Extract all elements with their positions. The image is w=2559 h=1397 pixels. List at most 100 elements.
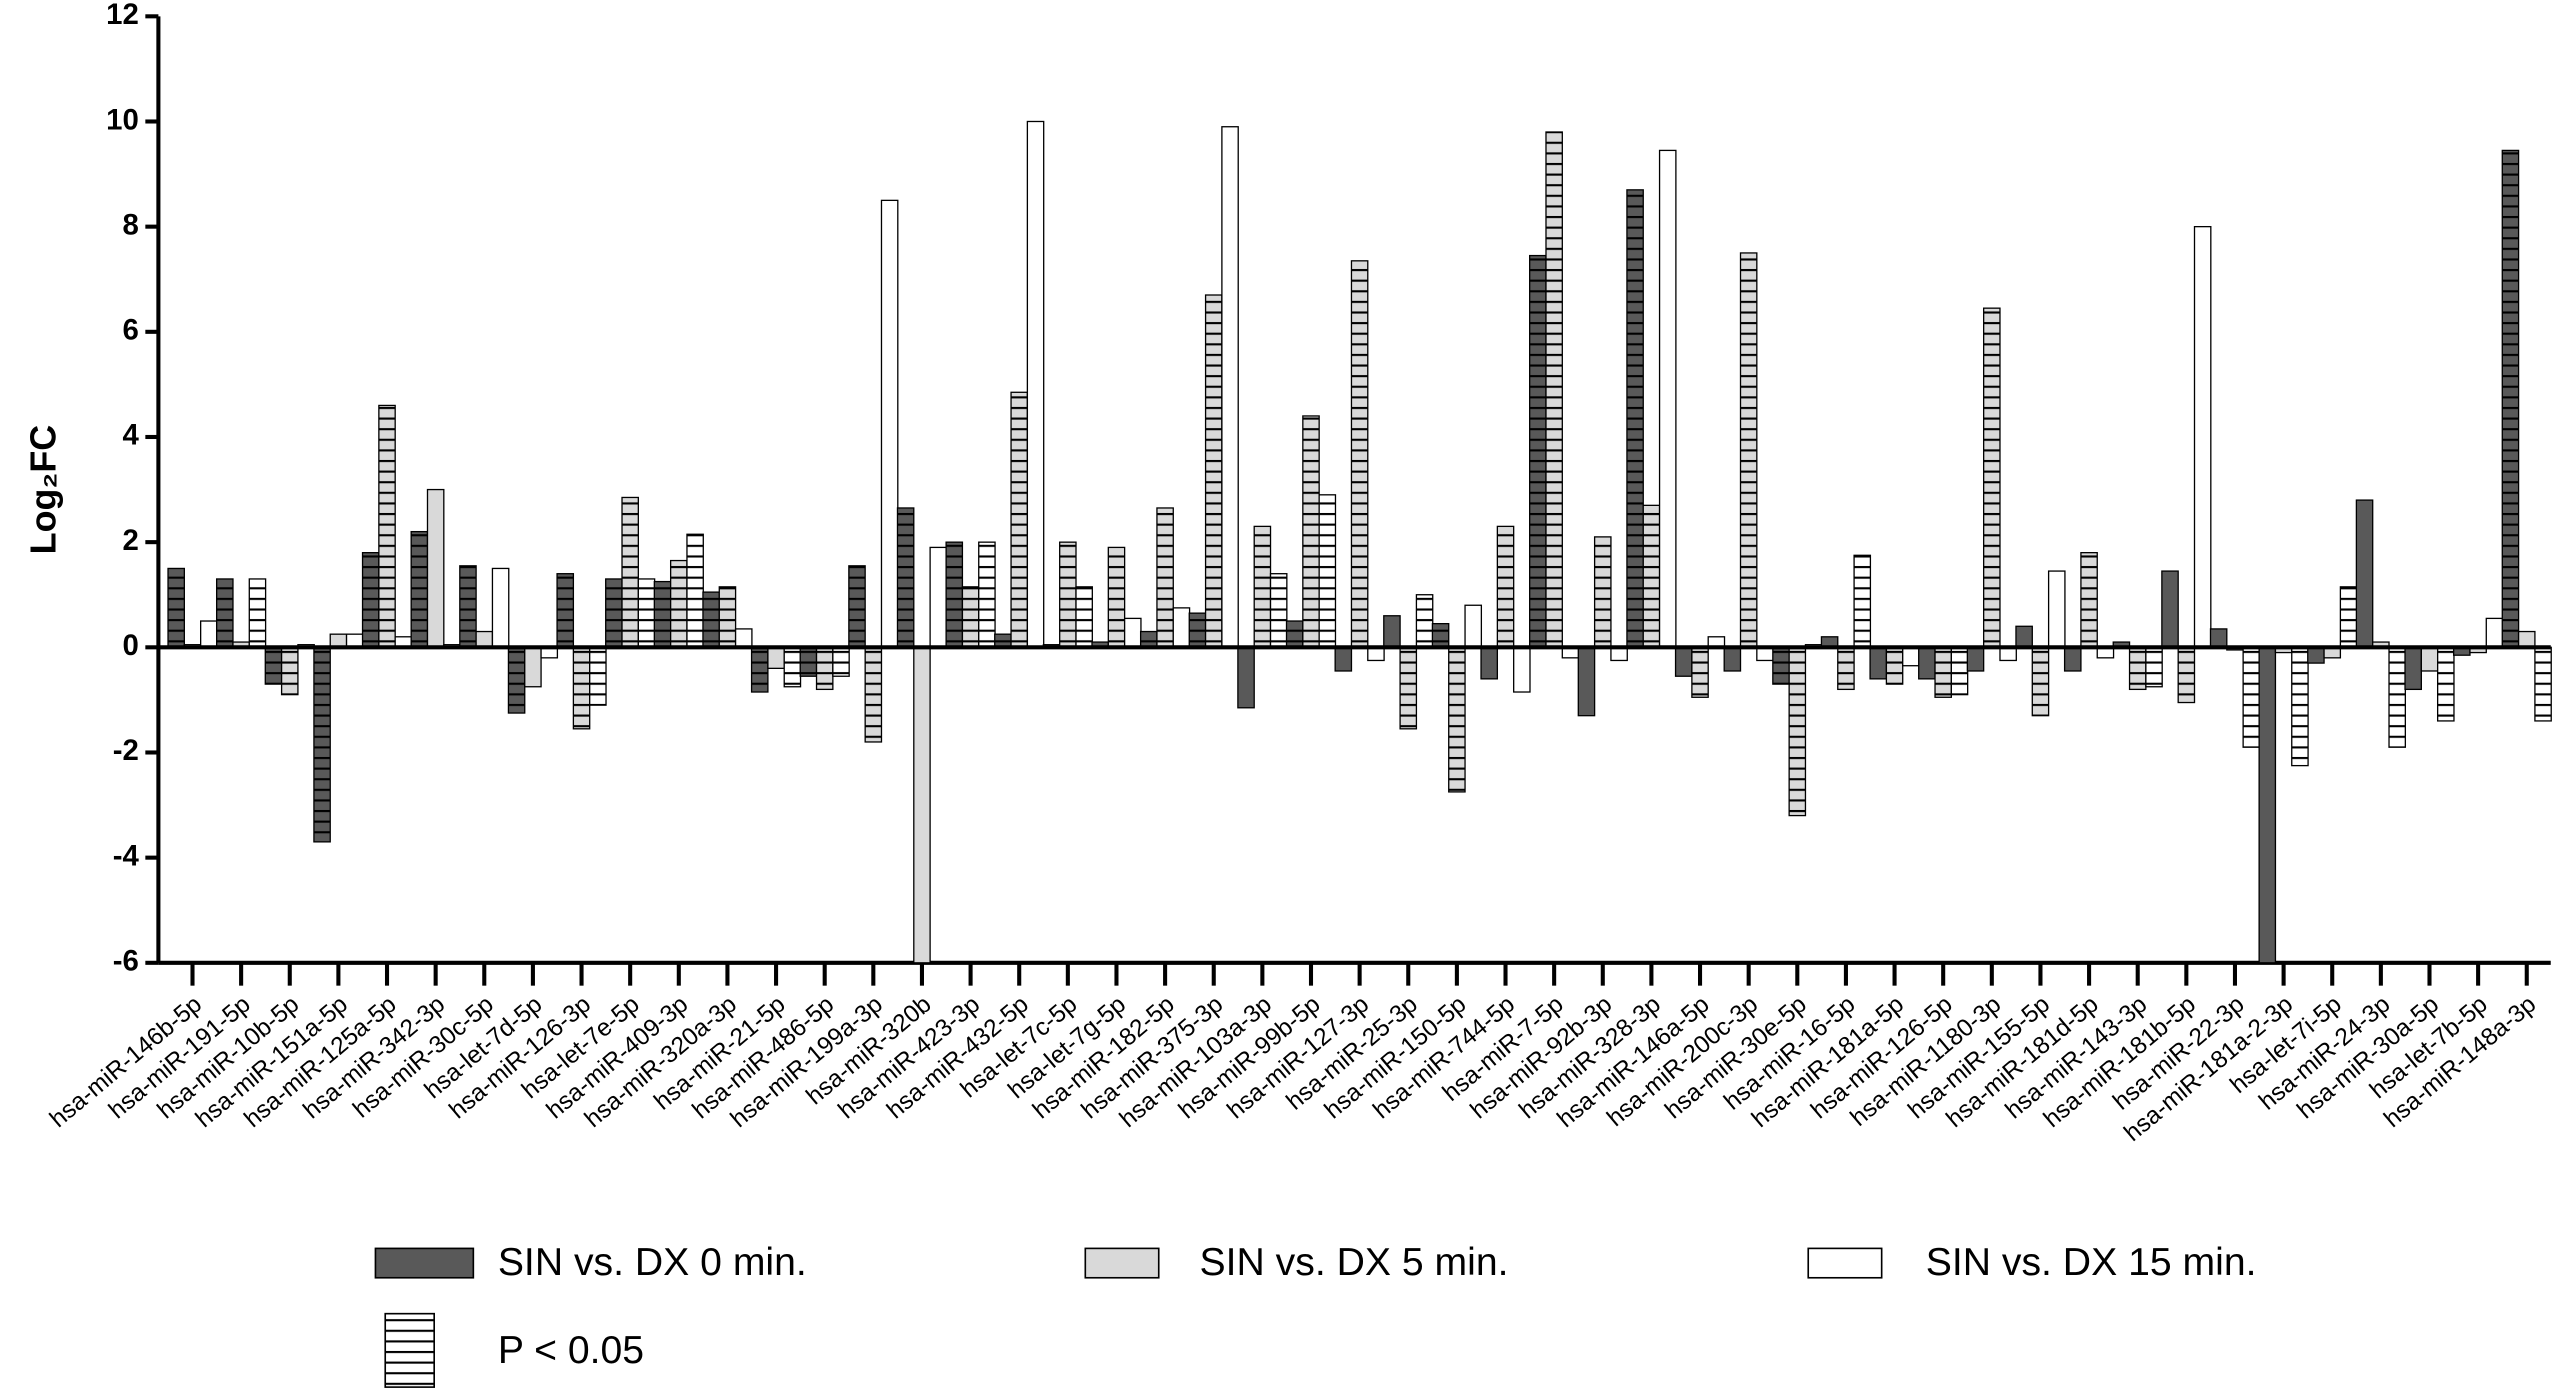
legend-label: SIN vs. DX 5 min. bbox=[1200, 1241, 1509, 1284]
bar bbox=[1626, 189, 1644, 648]
bar bbox=[2031, 646, 2050, 717]
bar bbox=[1221, 126, 1239, 648]
bar bbox=[734, 628, 753, 648]
bar bbox=[1285, 620, 1304, 648]
bar bbox=[1966, 646, 1985, 672]
legend-label: SIN vs. DX 0 min. bbox=[498, 1241, 807, 1284]
bar bbox=[1123, 617, 1142, 648]
bar bbox=[2307, 646, 2325, 664]
bar bbox=[637, 578, 656, 648]
bar bbox=[2080, 552, 2098, 648]
bar bbox=[2388, 646, 2406, 748]
bar bbox=[2209, 628, 2228, 648]
bar bbox=[767, 646, 785, 670]
bar bbox=[1075, 586, 1093, 648]
bar bbox=[913, 646, 931, 964]
bar bbox=[1496, 525, 1515, 648]
bar bbox=[2485, 617, 2504, 648]
bar bbox=[653, 580, 672, 648]
bar bbox=[2339, 586, 2358, 648]
bar bbox=[750, 646, 769, 693]
y-tick-label: 0 bbox=[122, 629, 138, 662]
bar bbox=[1464, 604, 1483, 648]
bar bbox=[864, 646, 883, 743]
bar bbox=[1885, 646, 1904, 685]
bar bbox=[1853, 554, 1872, 648]
bar bbox=[1545, 131, 1563, 648]
bar bbox=[167, 567, 185, 648]
bar bbox=[1788, 646, 1807, 817]
bar bbox=[2193, 225, 2212, 648]
bar bbox=[2501, 149, 2520, 648]
bar bbox=[1156, 507, 1174, 648]
bar bbox=[896, 507, 915, 648]
bar bbox=[1593, 536, 1612, 648]
bar bbox=[248, 578, 267, 648]
bar bbox=[1204, 294, 1223, 648]
bar bbox=[1059, 541, 1077, 648]
bar bbox=[2291, 646, 2309, 767]
y-tick-label: -6 bbox=[113, 945, 139, 978]
bar bbox=[2145, 646, 2163, 688]
bar bbox=[1415, 594, 1434, 648]
bar bbox=[1448, 646, 1466, 793]
bar bbox=[1577, 646, 1596, 717]
bar bbox=[459, 565, 477, 648]
legend-swatch bbox=[1807, 1247, 1883, 1279]
y-tick-label: 6 bbox=[122, 314, 138, 347]
bar bbox=[1480, 646, 1499, 680]
bar bbox=[1010, 391, 1029, 648]
bar bbox=[1837, 646, 1855, 691]
bar bbox=[1253, 525, 1272, 648]
bar bbox=[2015, 625, 2033, 648]
legend-swatch bbox=[1084, 1247, 1160, 1279]
bar bbox=[2177, 646, 2196, 704]
y-tick-label: -2 bbox=[113, 734, 139, 767]
bar bbox=[1642, 504, 1661, 648]
bar bbox=[1691, 646, 1709, 698]
bar bbox=[1950, 646, 1969, 696]
bar bbox=[1399, 646, 1418, 730]
bar bbox=[1318, 494, 1337, 648]
bar bbox=[556, 573, 575, 648]
bar bbox=[2128, 646, 2147, 691]
bar bbox=[1431, 623, 1450, 648]
bar bbox=[2534, 646, 2552, 722]
bar bbox=[1723, 646, 1742, 672]
bar bbox=[783, 646, 802, 688]
bar bbox=[1934, 646, 1953, 698]
bar bbox=[410, 530, 429, 648]
bar bbox=[799, 646, 818, 677]
bar bbox=[313, 646, 331, 843]
bar bbox=[2404, 646, 2422, 691]
bar bbox=[2355, 499, 2374, 648]
y-tick-label: 8 bbox=[122, 208, 138, 241]
bar bbox=[605, 578, 623, 648]
bar bbox=[475, 630, 494, 648]
bar bbox=[832, 646, 850, 677]
bar bbox=[361, 552, 380, 648]
bar bbox=[200, 620, 218, 648]
y-tick-label: 4 bbox=[122, 419, 139, 452]
bar bbox=[621, 496, 639, 648]
bar bbox=[978, 541, 996, 648]
bar bbox=[1269, 573, 1288, 648]
bar bbox=[1139, 630, 1158, 648]
bar bbox=[880, 199, 899, 648]
bar bbox=[686, 533, 704, 648]
y-tick-label: 10 bbox=[106, 103, 139, 136]
bar bbox=[1026, 120, 1045, 648]
bar bbox=[815, 646, 834, 691]
bar bbox=[1674, 646, 1693, 677]
bar bbox=[702, 591, 720, 648]
bar bbox=[507, 646, 526, 714]
bar bbox=[491, 567, 510, 648]
bar bbox=[1383, 615, 1401, 648]
bar bbox=[1739, 252, 1758, 648]
bar bbox=[572, 646, 591, 730]
bar bbox=[2242, 646, 2261, 748]
bar bbox=[264, 646, 283, 685]
y-tick-label: 12 bbox=[106, 0, 139, 31]
bar bbox=[524, 646, 542, 688]
